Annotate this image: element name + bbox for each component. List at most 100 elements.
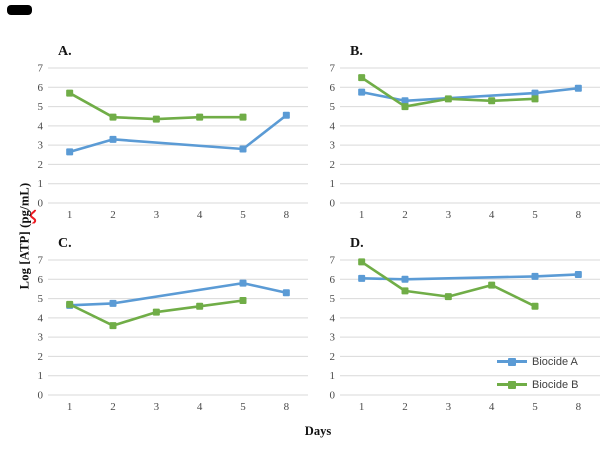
y-tick-label: 3: [330, 332, 336, 344]
data-point-marker: [531, 89, 539, 97]
y-tick-label: 7: [38, 255, 44, 267]
y-tick-label: 3: [38, 140, 44, 152]
y-tick-label: 1: [330, 178, 336, 190]
data-point-marker: [401, 97, 409, 105]
y-tick-label: 1: [330, 370, 336, 382]
x-tick-label: 3: [446, 401, 452, 412]
data-point-marker: [574, 270, 582, 278]
x-tick-label: 8: [576, 401, 582, 412]
panel-b: B. 0 1 2 3 4 5 6 7 1 2 3 4 5 8: [322, 44, 600, 220]
data-point-marker: [109, 299, 117, 307]
x-tick-label: 1: [67, 209, 73, 220]
y-tick-label: 4: [330, 312, 336, 324]
y-tick-label: 3: [38, 332, 44, 344]
x-tick-label: 5: [532, 401, 538, 412]
data-point-marker: [531, 95, 539, 103]
legend: Biocide A Biocide B: [497, 350, 578, 396]
y-tick-label: 0: [330, 390, 336, 402]
data-point-marker: [239, 297, 247, 304]
panel-letter: B.: [350, 44, 363, 59]
series-line-biocide-a: [361, 86, 579, 103]
data-point-marker: [444, 293, 452, 301]
data-point-marker: [488, 281, 496, 289]
x-tick-label: 4: [489, 209, 495, 220]
y-tick-label: 0: [330, 198, 336, 210]
x-tick-label: 8: [284, 401, 290, 412]
x-tick-label: 5: [240, 401, 246, 412]
x-tick-label: 1: [67, 401, 73, 412]
legend-label: Biocide B: [532, 378, 579, 391]
data-point-marker: [444, 95, 452, 103]
data-point-marker: [282, 111, 290, 119]
legend-line-sample: [497, 380, 527, 389]
y-tick-label: 2: [38, 159, 44, 171]
data-point-marker: [574, 84, 582, 92]
legend-square-marker: [508, 380, 516, 389]
x-tick-label: 3: [154, 401, 160, 412]
data-point-marker: [66, 89, 74, 97]
data-point-marker: [358, 74, 366, 82]
data-point-marker: [488, 97, 496, 105]
x-axis-title: Days: [304, 424, 332, 438]
line-chart: 0 1 2 3 4 5 6 7 1 2 3 4 5 8: [330, 255, 600, 412]
y-tick-label: 5: [38, 293, 44, 305]
legend-item-biocide-a: Biocide A: [497, 350, 578, 373]
y-tick-label: 5: [38, 101, 44, 113]
y-tick-label: 4: [38, 312, 44, 324]
data-point-marker: [531, 302, 539, 310]
data-point-marker: [109, 322, 117, 330]
data-point-marker: [358, 274, 366, 282]
line-chart: 0 1 2 3 4 5 6 7 1 2 3 4 5 8: [38, 255, 308, 412]
data-point-marker: [109, 113, 117, 121]
x-tick-label: 4: [489, 401, 495, 412]
data-point-marker: [196, 113, 204, 121]
legend-line-sample: [497, 357, 527, 366]
y-tick-label: 0: [38, 198, 44, 210]
y-tick-label: 2: [38, 351, 44, 363]
panel-letter: D.: [350, 236, 364, 251]
x-tick-label: 1: [359, 209, 365, 220]
y-tick-label: 6: [330, 274, 336, 286]
y-tick-label: 1: [38, 178, 44, 190]
data-point-marker: [282, 289, 290, 297]
data-point-marker: [152, 308, 160, 316]
x-tick-label: 2: [402, 209, 408, 220]
data-point-marker: [401, 103, 409, 111]
data-point-marker: [239, 279, 247, 287]
y-tick-label: 6: [38, 274, 44, 286]
y-tick-label: 3: [330, 140, 336, 152]
panel-d: D. 0 1 2 3 4 5 6 7 1 2 3 4 5 8: [322, 236, 600, 412]
data-point-marker: [401, 275, 409, 283]
x-tick-label: 1: [359, 401, 365, 412]
line-chart: 0 1 2 3 4 5 6 7 1 2 3 4 5 8: [330, 63, 600, 220]
x-tick-label: 5: [240, 209, 246, 220]
redaction-bar: [7, 5, 32, 15]
y-tick-label: 7: [330, 63, 336, 75]
panel-a: A. 0 1 2 3 4 5 6 7 1 2 3 4 5 8: [30, 44, 312, 220]
y-tick-label: 4: [330, 120, 336, 132]
legend-item-biocide-b: Biocide B: [497, 373, 578, 396]
y-tick-label: 2: [330, 351, 336, 363]
data-point-marker: [531, 272, 539, 280]
y-tick-label: 4: [38, 120, 44, 132]
data-point-marker: [239, 145, 247, 153]
y-tick-label: 2: [330, 159, 336, 171]
y-tick-label: 5: [330, 293, 336, 305]
y-tick-label: 1: [38, 370, 44, 382]
panel-c: C. 0 1 2 3 4 5 6 7 1 2 3 4 5 8: [30, 236, 312, 412]
data-point-marker: [109, 135, 117, 143]
x-tick-label: 4: [197, 209, 203, 220]
x-tick-label: 8: [284, 209, 290, 220]
y-tick-label: 7: [38, 63, 44, 75]
x-tick-label: 2: [110, 401, 116, 412]
y-tick-label: 7: [330, 255, 336, 267]
legend-square-marker: [508, 357, 516, 366]
data-point-marker: [358, 88, 366, 96]
data-point-marker: [358, 258, 366, 266]
series-line-biocide-a: [69, 114, 288, 154]
y-tick-label: 5: [330, 101, 336, 113]
data-point-marker: [66, 300, 74, 308]
x-tick-label: 2: [110, 209, 116, 220]
data-point-marker: [196, 302, 204, 310]
